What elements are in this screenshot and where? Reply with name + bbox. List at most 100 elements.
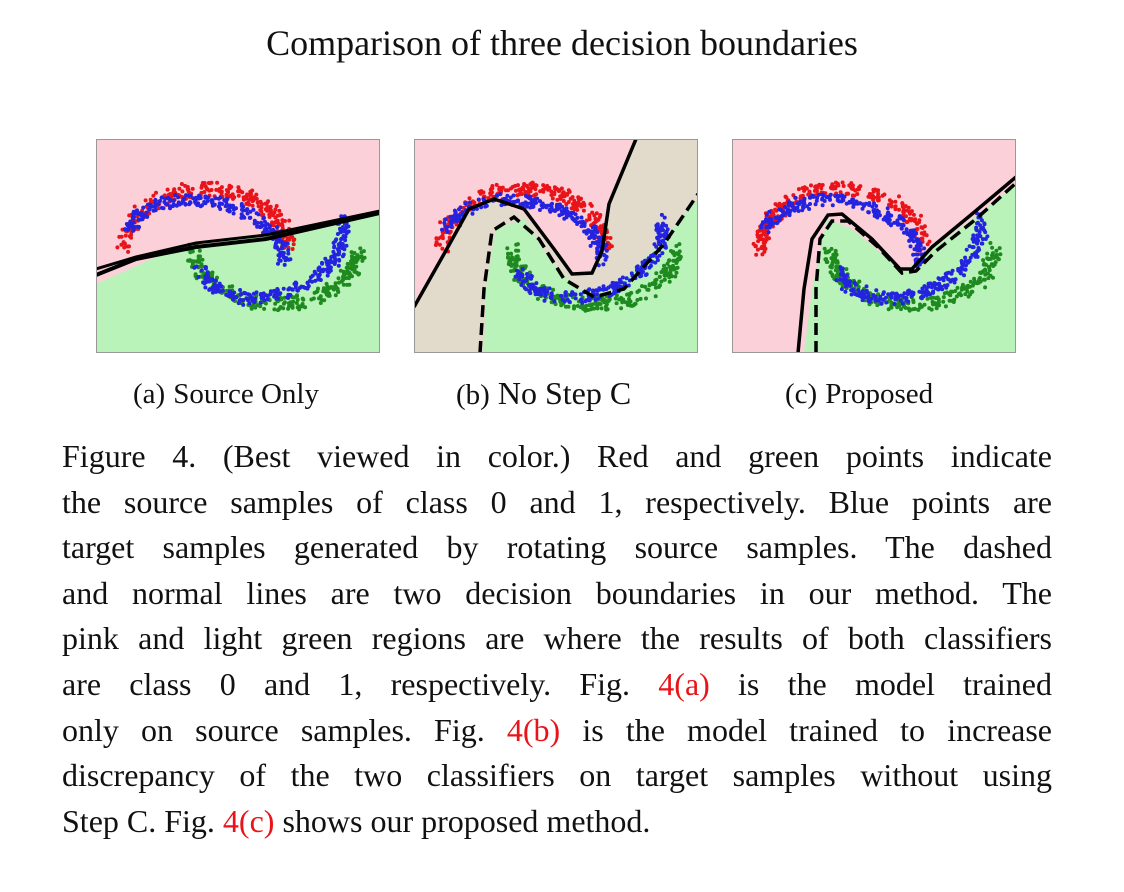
target-point (503, 196, 508, 201)
target-point (907, 238, 912, 243)
class0-point (755, 229, 760, 234)
figure-caption: Figure 4. (Best viewed in color.) Red an… (62, 434, 1052, 844)
target-point (937, 281, 942, 286)
target-point (863, 295, 868, 299)
class0-point (214, 187, 219, 192)
target-point (196, 275, 201, 279)
target-point (856, 288, 861, 293)
class0-point (258, 208, 263, 213)
target-point (227, 209, 232, 213)
target-point (344, 243, 349, 248)
target-point (198, 204, 203, 209)
class0-point (552, 190, 557, 195)
class1-point (899, 307, 903, 312)
target-point (286, 287, 291, 292)
target-point (930, 283, 935, 288)
class0-point (283, 219, 287, 223)
target-point (635, 266, 640, 271)
class1-point (929, 296, 933, 300)
subfigure-b-label: No Step C (497, 375, 632, 411)
target-point (889, 295, 894, 300)
class1-point (991, 275, 995, 280)
target-point (915, 252, 920, 257)
target-point (295, 288, 300, 293)
target-point (549, 293, 554, 297)
class1-point (349, 259, 353, 264)
target-point (911, 239, 916, 244)
target-point (925, 289, 929, 294)
target-point (828, 192, 833, 197)
figure-4c-link[interactable]: 4(c) (222, 802, 275, 839)
target-point (338, 226, 342, 231)
target-point (975, 233, 980, 238)
target-point (316, 274, 321, 279)
class1-point (514, 242, 519, 247)
target-point (960, 263, 965, 268)
target-point (246, 298, 250, 303)
target-point (259, 224, 264, 229)
class1-point (345, 261, 350, 266)
class0-point (291, 242, 296, 247)
target-point (276, 261, 280, 266)
class0-point (555, 197, 560, 202)
figure-4b-link[interactable]: 4(b) (506, 711, 561, 748)
target-point (547, 286, 552, 291)
class0-point (909, 209, 914, 214)
target-point (238, 292, 243, 297)
caption-text: Figure 4. (Best viewed in color.) Red an… (62, 438, 1052, 474)
class1-point (990, 251, 995, 256)
caption-text: pink and light green regions are where t… (62, 620, 1052, 657)
target-point (910, 231, 915, 236)
target-point (980, 237, 985, 242)
class0-point (871, 187, 876, 192)
target-point (959, 259, 964, 263)
target-point (956, 267, 961, 271)
target-point (273, 290, 278, 295)
target-point (529, 276, 533, 281)
target-point (336, 263, 341, 268)
target-point (231, 291, 235, 296)
caption-text: discrepancy of the two classifiers on ta… (62, 757, 1052, 794)
class1-point (598, 302, 603, 306)
target-point (970, 237, 975, 241)
target-point (516, 269, 521, 274)
target-point (649, 263, 653, 268)
target-point (513, 199, 518, 204)
target-point (946, 277, 951, 282)
class0-point (290, 247, 295, 251)
target-point (767, 209, 772, 214)
class1-point (666, 258, 671, 263)
target-point (131, 209, 136, 214)
class1-point (830, 257, 835, 262)
class0-point (129, 235, 134, 240)
normal-boundary (96, 211, 380, 277)
figure-4a-link[interactable]: 4(a) (658, 665, 710, 702)
target-point (889, 222, 894, 227)
class1-point (635, 298, 640, 302)
class0-point (156, 206, 161, 211)
target-point (522, 286, 527, 290)
target-point (476, 197, 481, 202)
class0-point (533, 183, 538, 188)
class0-point (924, 233, 929, 238)
target-point (884, 215, 889, 220)
class0-point (434, 241, 439, 246)
target-point (265, 297, 270, 302)
class0-point (850, 183, 855, 188)
class0-point (556, 187, 561, 192)
class0-point (115, 245, 120, 250)
target-point (777, 218, 782, 223)
class1-point (337, 280, 341, 285)
target-point (837, 194, 841, 198)
target-point (159, 205, 164, 210)
class1-point (249, 304, 254, 309)
target-point (547, 208, 552, 212)
class0-point (217, 187, 222, 191)
class0-point (543, 185, 548, 190)
class1-point (627, 293, 632, 298)
target-point (914, 244, 919, 249)
class1-point (650, 281, 655, 286)
class0-point (154, 190, 158, 195)
class1-point (838, 281, 843, 286)
target-point (900, 301, 905, 306)
